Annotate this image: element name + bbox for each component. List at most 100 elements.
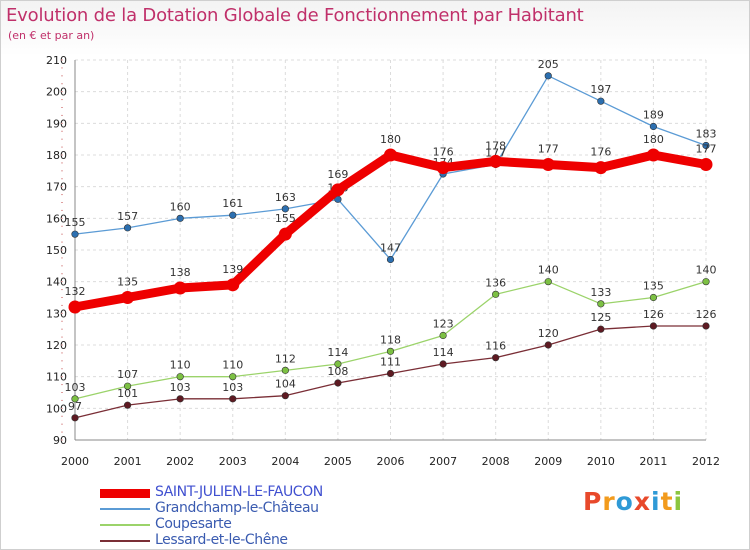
data-label: 111 [380, 356, 401, 369]
data-label: 140 [696, 264, 717, 277]
data-point [384, 148, 397, 162]
x-tick-label: 2001 [114, 455, 142, 468]
logo-letter: x [633, 487, 651, 516]
data-label: 155 [275, 212, 296, 225]
proxiti-logo: Proxiti [583, 487, 683, 516]
data-label: 180 [380, 133, 401, 146]
data-label: 163 [275, 191, 296, 204]
data-label: 125 [590, 311, 611, 324]
data-label: 103 [170, 381, 191, 394]
data-point [649, 293, 658, 302]
data-label: 139 [222, 263, 243, 276]
data-point [649, 122, 658, 131]
data-point [176, 395, 184, 403]
data-point [229, 211, 237, 219]
data-label: 123 [433, 318, 454, 331]
y-tick-label: 100 [46, 402, 67, 415]
data-point [439, 331, 447, 340]
data-point [121, 291, 135, 304]
data-point [331, 183, 345, 197]
data-point [386, 369, 395, 378]
data-point [702, 322, 710, 330]
data-point [439, 360, 447, 368]
data-label: 114 [433, 346, 454, 359]
data-point [541, 158, 555, 171]
y-tick-label: 200 [46, 86, 67, 99]
data-label: 135 [117, 276, 138, 289]
logo-letter: i [673, 487, 684, 516]
data-label: 132 [65, 285, 86, 298]
y-tick-label: 90 [53, 434, 67, 447]
data-label: 183 [696, 128, 717, 141]
data-label: 103 [222, 381, 243, 394]
legend-label: Coupesarte [155, 516, 232, 532]
data-point [646, 148, 660, 162]
data-point [71, 230, 79, 238]
data-point [544, 278, 552, 286]
y-tick-label: 120 [46, 339, 67, 352]
data-point [334, 379, 342, 387]
legend-swatch [100, 540, 150, 542]
data-label: 107 [117, 368, 138, 381]
data-label: 197 [590, 83, 611, 96]
data-point [492, 290, 500, 298]
y-tick-label: 140 [46, 276, 67, 289]
chart-subtitle: (en € et par an) [8, 29, 95, 42]
data-label: 112 [275, 352, 296, 365]
data-point [281, 392, 289, 400]
data-point [278, 227, 292, 241]
legend-swatch [100, 489, 150, 498]
data-label: 169 [327, 168, 348, 181]
x-tick-label: 2004 [271, 455, 299, 468]
data-label: 160 [170, 200, 191, 213]
data-label: 120 [538, 327, 559, 340]
data-label: 126 [696, 308, 717, 321]
x-tick-label: 2005 [324, 455, 352, 468]
data-label: 126 [643, 308, 664, 321]
data-point [123, 401, 132, 409]
data-label: 178 [485, 139, 506, 152]
data-point [334, 360, 342, 368]
data-label: 177 [485, 147, 506, 160]
logo-letter: i [651, 487, 661, 516]
logo-letter: o [615, 487, 634, 516]
x-tick-label: 2008 [482, 455, 510, 468]
x-tick-label: 2000 [61, 455, 89, 468]
data-point [702, 141, 710, 150]
legend-swatch [100, 524, 150, 526]
data-point [597, 300, 605, 308]
data-label: 135 [643, 280, 664, 293]
series-1: 103 107 110 110 112 114 118 123 136 140 133 135 140 [65, 264, 717, 403]
data-point [649, 322, 658, 330]
y-tick-label: 110 [46, 371, 67, 384]
data-point [489, 154, 503, 168]
data-label: 101 [117, 387, 138, 400]
logo-letter: r [602, 487, 616, 516]
data-label: 138 [170, 266, 191, 279]
y-tick-label: 150 [46, 244, 67, 257]
data-label: 136 [485, 276, 506, 289]
data-point [699, 158, 713, 171]
data-point [281, 205, 289, 213]
data-point [492, 354, 500, 362]
data-label: 104 [275, 378, 296, 391]
data-point [597, 325, 605, 333]
data-point [123, 382, 132, 390]
data-point [594, 161, 608, 175]
data-label: 180 [643, 133, 664, 146]
data-label: 189 [643, 109, 664, 122]
legend-swatch [100, 508, 150, 510]
data-label: 147 [380, 242, 401, 255]
x-tick-label: 2009 [534, 455, 562, 468]
series-2: 97 101 103 103 104 108 111 114 116 120 125 126 126 [68, 308, 717, 422]
data-point [702, 278, 710, 286]
data-point [597, 97, 605, 105]
x-tick-label: 2010 [587, 455, 615, 468]
x-tick-label: 2011 [639, 455, 667, 468]
data-point [71, 414, 79, 422]
x-tick-label: 2012 [692, 455, 720, 468]
data-label: 133 [590, 286, 611, 299]
data-point [386, 347, 395, 355]
data-point [544, 341, 552, 349]
